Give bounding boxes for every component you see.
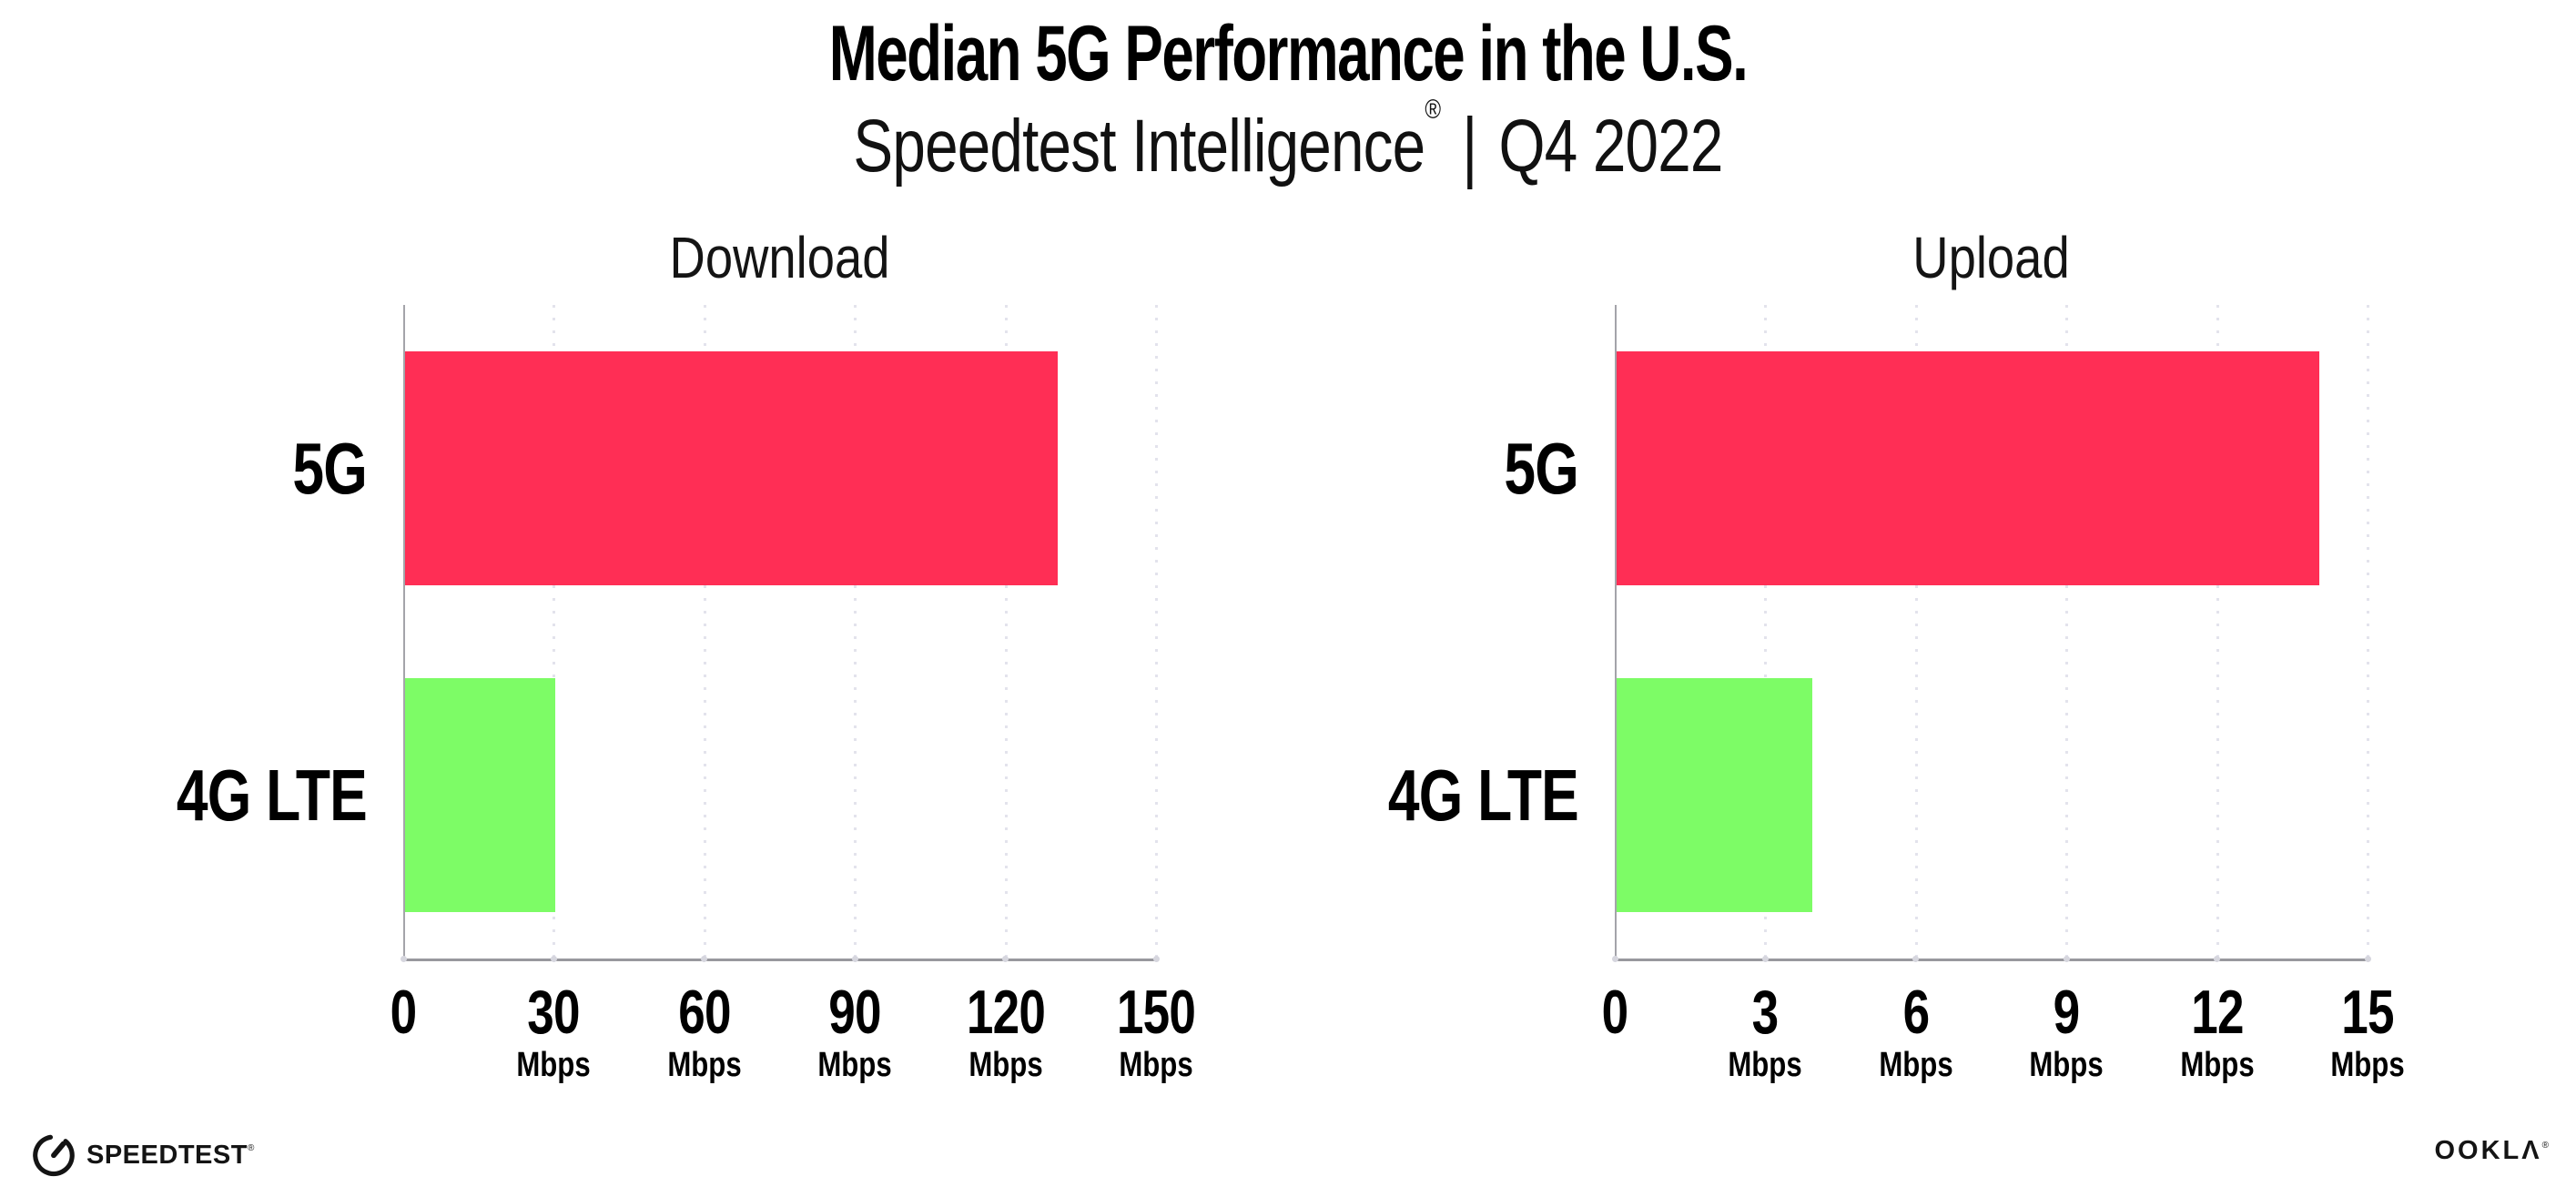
tick-unit-label: Mbps <box>2330 1046 2405 1084</box>
subtitle-period: Q4 2022 <box>1498 105 1724 188</box>
tick-label: 6 <box>1902 978 1930 1047</box>
page-title: Median 5G Performance in the U.S. <box>828 10 1749 97</box>
tick-unit-label: Mbps <box>1879 1046 1953 1084</box>
tick-label: 9 <box>2053 978 2081 1047</box>
tick-unit-label: Mbps <box>817 1046 892 1084</box>
tick-unit-label: Mbps <box>2179 1046 2255 1084</box>
bar-5g <box>405 351 1058 585</box>
category-label: 4G LTE <box>176 754 368 836</box>
tick-mark <box>1761 956 1769 962</box>
gridline <box>2216 305 2219 959</box>
gridline <box>553 305 556 959</box>
speedtest-logo-text: SPEEDTEST® <box>86 1141 255 1170</box>
gridline <box>854 305 857 959</box>
category-label: 4G LTE <box>1387 754 1579 836</box>
registered-mark-icon: ® <box>2541 1141 2549 1151</box>
upload-chart-title: Upload <box>1912 225 2070 290</box>
speedtest-gauge-icon <box>29 1129 78 1182</box>
tick-label: 0 <box>390 978 418 1047</box>
tick-label: 150 <box>1116 978 1196 1047</box>
tick-unit-label: Mbps <box>2029 1046 2104 1084</box>
plot-area <box>403 305 1158 961</box>
tick-unit-label: Mbps <box>1119 1046 1193 1084</box>
tick-label: 12 <box>2190 978 2244 1047</box>
gridline <box>1004 305 1008 959</box>
tick-mark <box>851 956 858 962</box>
tick-mark <box>400 956 407 962</box>
gridline <box>1914 305 1918 959</box>
download-chart-title: Download <box>669 225 890 290</box>
tick-label: 0 <box>1601 978 1629 1047</box>
tick-label: 15 <box>2341 978 2394 1047</box>
tick-label: 30 <box>527 978 581 1047</box>
tick-mark <box>2063 956 2070 962</box>
tick-mark <box>1611 956 1618 962</box>
gridline <box>2367 305 2369 959</box>
bar-5g <box>1617 351 2319 585</box>
gridline <box>1764 305 1768 959</box>
tick-mark <box>1152 956 1160 962</box>
tick-mark <box>1912 956 1920 962</box>
tick-unit-label: Mbps <box>1728 1046 1803 1084</box>
tick-mark <box>550 956 557 962</box>
ookla-logo: OOKLΛ® <box>2435 1136 2550 1166</box>
gridline <box>2065 305 2069 959</box>
category-label: 5G <box>292 427 367 509</box>
tick-unit-label: Mbps <box>667 1046 742 1084</box>
tick-mark <box>2214 956 2221 962</box>
registered-mark-icon: ® <box>247 1143 255 1153</box>
tick-label: 90 <box>828 978 881 1047</box>
tick-label: 3 <box>1752 978 1780 1047</box>
speedtest-logo: SPEEDTEST® <box>29 1129 255 1182</box>
subtitle-brand: Speedtest Intelligence <box>853 105 1425 188</box>
plot-area <box>1615 305 2369 961</box>
subtitle-separator: | <box>1462 102 1477 190</box>
gridline <box>703 305 706 959</box>
tick-unit-label: Mbps <box>516 1046 592 1084</box>
tick-unit-label: Mbps <box>968 1046 1043 1084</box>
category-label: 5G <box>1504 427 1578 509</box>
bar-4g-lte <box>405 678 556 912</box>
page-subtitle: Speedtest Intelligence® | Q4 2022 <box>258 95 2318 189</box>
gridline <box>1155 305 1158 959</box>
tick-mark <box>2364 956 2371 962</box>
bar-4g-lte <box>1617 678 1813 912</box>
tick-label: 60 <box>678 978 731 1047</box>
ookla-logo-text: OOKLΛ <box>2434 1136 2542 1165</box>
tick-label: 120 <box>966 978 1046 1047</box>
tick-mark <box>1002 956 1009 962</box>
tick-mark <box>701 956 708 962</box>
registered-mark-icon: ® <box>1425 95 1441 125</box>
